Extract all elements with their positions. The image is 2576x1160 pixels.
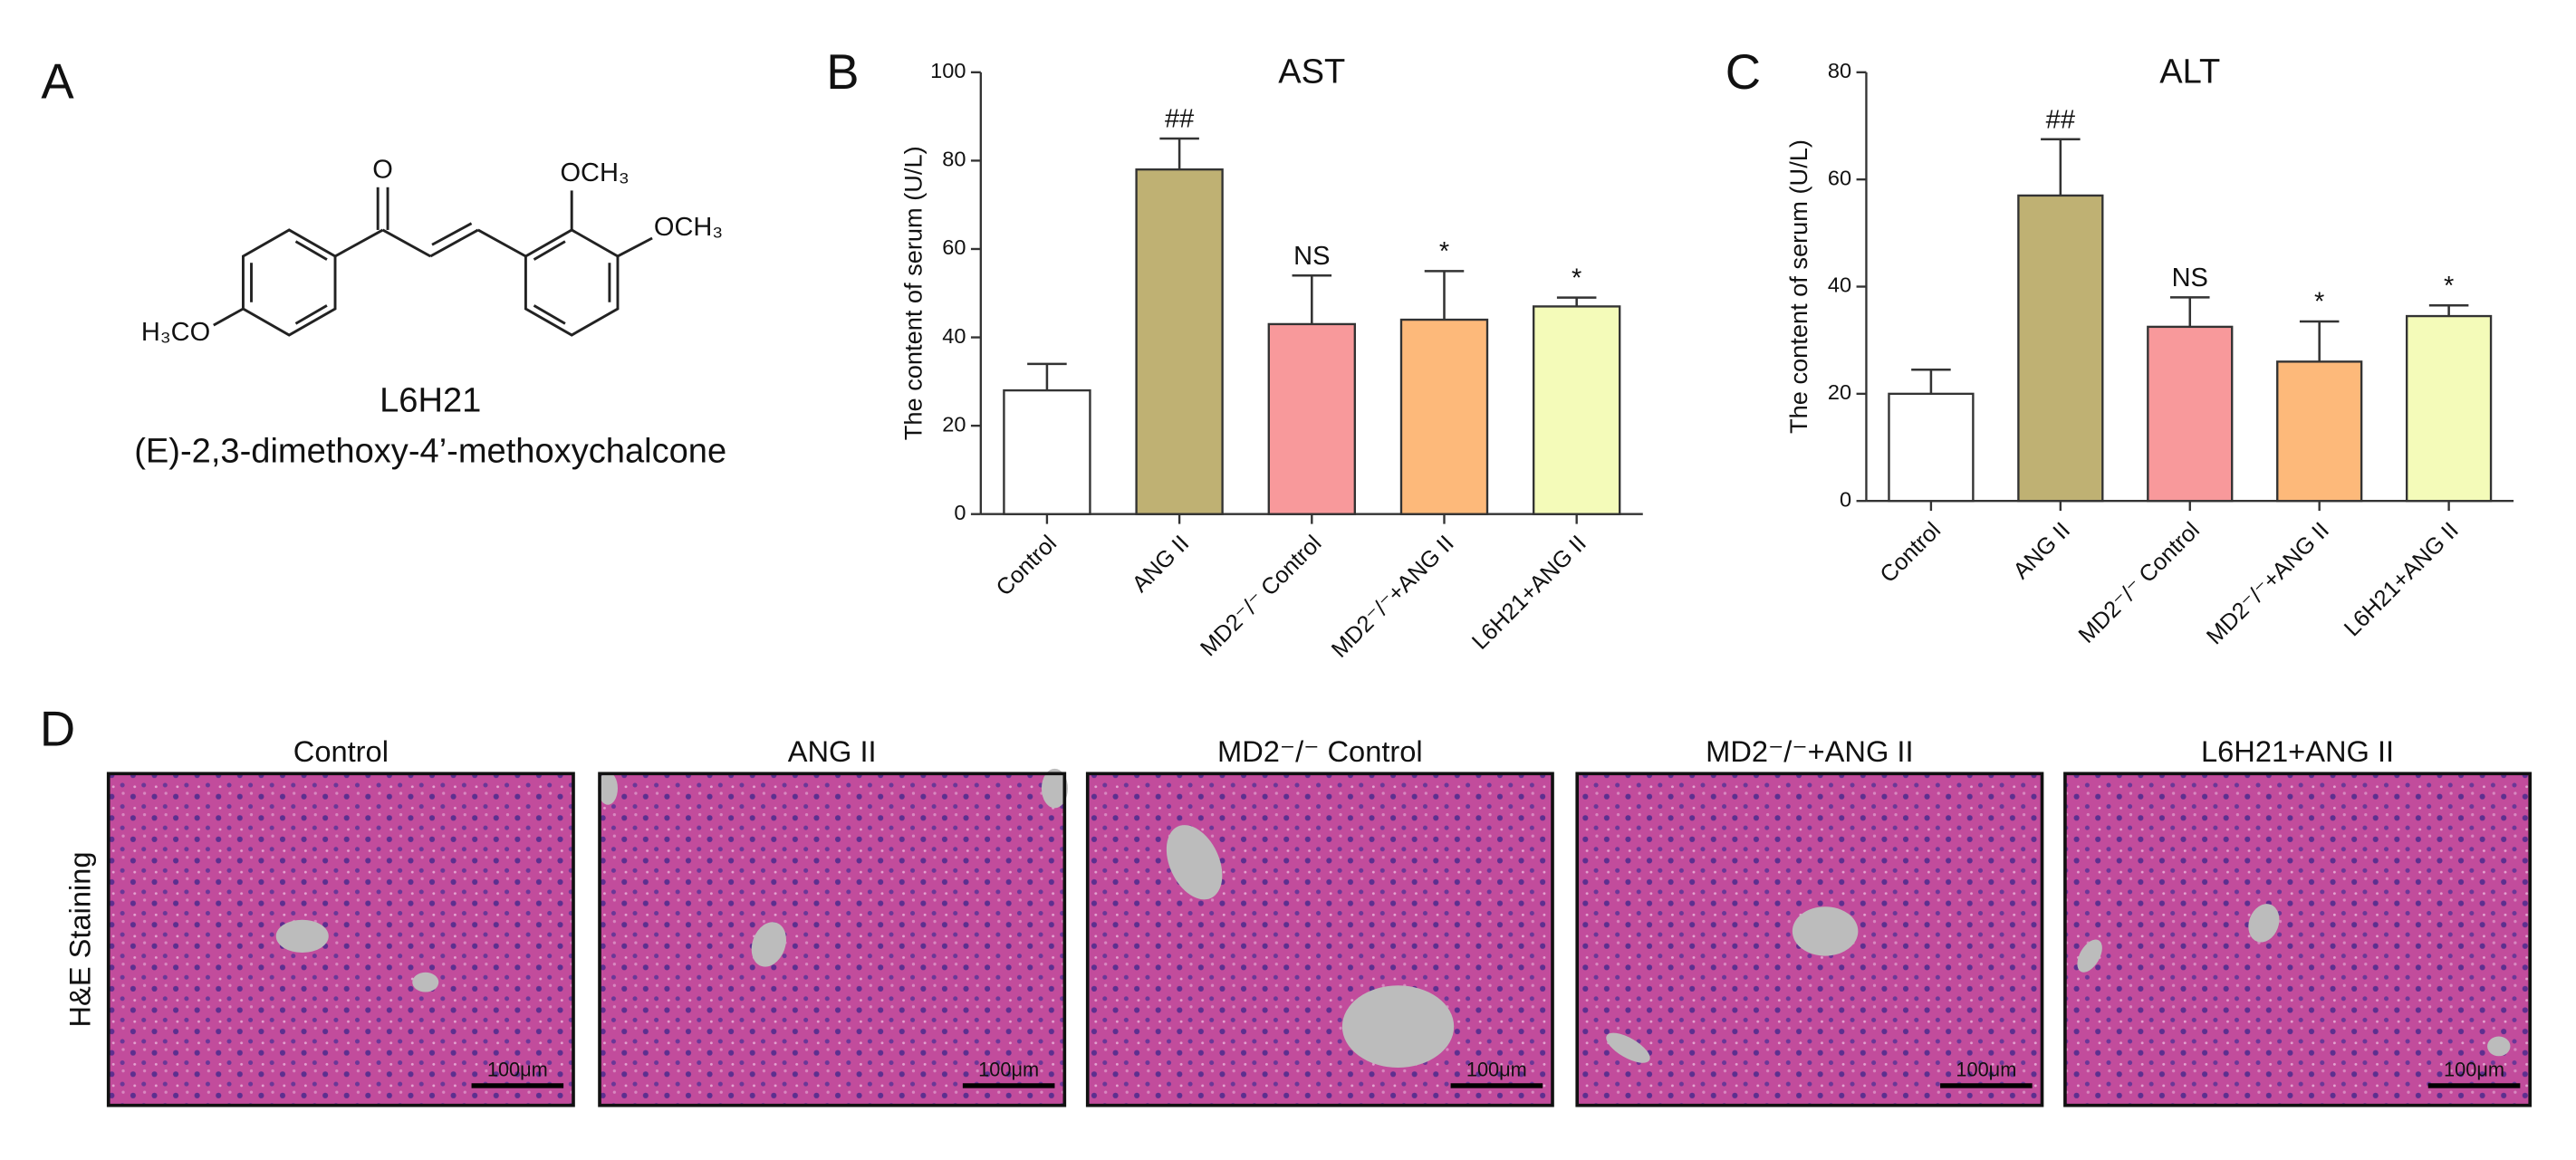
bar: [1532, 305, 1621, 515]
y-tick-label: 20: [942, 412, 966, 436]
significance-label: *: [2314, 288, 2324, 317]
scale-bar-label: 100μm: [1956, 1058, 2016, 1080]
panel-title: L6H21+ANG II: [2201, 734, 2394, 768]
bar: [1399, 318, 1489, 515]
bar-chart: ALT The content of serum (U/L) 0 20 40 60 80 Co…: [1784, 53, 2514, 649]
x-tick-label: MD2⁻/⁻+ANG II: [2202, 517, 2334, 649]
bar: [1003, 388, 1091, 515]
y-tick-label: 0: [1840, 487, 1851, 511]
chart-title: AST: [1278, 53, 1345, 91]
bar: [2276, 360, 2363, 503]
panel-title: MD2⁻/⁻+ANG II: [1706, 734, 1913, 768]
significance-label: ##: [1165, 105, 1194, 134]
bar: [1888, 392, 1975, 503]
group-label: OCH₃: [560, 158, 629, 187]
compound-label: L6H21: [380, 381, 481, 419]
group-label: H₃CO: [141, 318, 210, 347]
image-border: [1575, 772, 2044, 1107]
chemical-structure: O OCH₃ OCH₃ H₃CO L6H21 (E)-2,3-dimethoxy…: [134, 155, 726, 470]
panel-title: MD2⁻/⁻ Control: [1217, 734, 1423, 768]
y-axis-label: The content of serum (U/L): [1784, 139, 1812, 434]
panel-title: Control: [293, 734, 389, 768]
panel-label: D: [40, 701, 75, 756]
x-tick-label: ANG II: [1128, 531, 1195, 598]
y-tick-label: 20: [1828, 380, 1851, 404]
x-tick-label: Control: [1876, 517, 1946, 588]
vessel: [1792, 906, 1859, 956]
significance-label: ##: [2046, 106, 2075, 135]
panel-label: C: [1725, 44, 1761, 100]
image-border: [2063, 772, 2533, 1107]
y-tick-label: 80: [942, 148, 966, 171]
y-tick-label: 40: [942, 324, 966, 348]
significance-label: *: [1572, 264, 1581, 292]
image-border: [1085, 772, 1554, 1107]
scale-bar-label: 100μm: [487, 1058, 548, 1080]
panel-label: A: [41, 54, 74, 110]
y-tick-label: 0: [954, 501, 966, 524]
vessel: [1166, 825, 1223, 900]
x-tick-label: L6H21+ANG II: [1467, 531, 1591, 655]
x-tick-label: Control: [992, 531, 1062, 601]
bar: [2147, 325, 2234, 503]
y-axis-label: The content of serum (U/L): [899, 146, 927, 440]
bar: [2405, 314, 2493, 503]
vessel: [751, 922, 786, 967]
vessel: [275, 919, 329, 954]
bar: [1267, 322, 1356, 515]
vessel: [598, 772, 618, 805]
atom-label: O: [372, 155, 393, 184]
x-tick-label: MD2⁻/⁻ Control: [2074, 517, 2205, 647]
histology-image: [108, 773, 574, 1106]
histology-panels: Control 100μm ANG II 100μm MD2⁻/⁻ Control 100…: [106, 734, 2533, 1107]
image-border: [598, 772, 1067, 1107]
vessel: [1341, 985, 1455, 1068]
vessel: [2487, 1036, 2511, 1057]
panel-label: B: [826, 44, 859, 100]
significance-label: *: [1439, 237, 1449, 266]
vessel: [1041, 768, 1068, 809]
vessel: [1606, 1032, 1650, 1063]
compound-name: (E)-2,3-dimethoxy-4’-methoxychalcone: [134, 433, 726, 471]
y-tick-label: 80: [1828, 59, 1851, 82]
group-label: OCH₃: [654, 213, 723, 242]
scale-bar-label: 100μm: [1466, 1058, 1527, 1080]
significance-label: *: [2444, 272, 2454, 301]
panel-title: ANG II: [788, 734, 877, 768]
bar: [2017, 194, 2104, 503]
scale-bar-label: 100μm: [2444, 1058, 2504, 1080]
histology-image: [1087, 773, 1553, 1106]
bar: [1135, 168, 1224, 515]
vessel: [2077, 939, 2102, 973]
bar-chart: AST The content of serum (U/L) 0 20 40 60 80 10…: [899, 53, 1643, 663]
histology-image: [600, 773, 1065, 1106]
y-tick-label: 40: [1828, 273, 1851, 297]
x-tick-label: MD2⁻/⁻ Control: [1196, 531, 1326, 661]
chart-title: ALT: [2159, 53, 2220, 91]
scale-bar-label: 100μm: [978, 1058, 1039, 1080]
x-tick-label: MD2⁻/⁻+ANG II: [1327, 531, 1459, 663]
vessel: [412, 972, 439, 992]
y-tick-label: 60: [942, 235, 966, 259]
significance-label: NS: [1293, 242, 1330, 271]
significance-label: NS: [2172, 264, 2208, 292]
x-tick-label: L6H21+ANG II: [2340, 517, 2464, 641]
image-border: [106, 772, 575, 1107]
y-tick-label: 60: [1828, 166, 1851, 189]
row-label: H&E Staining: [62, 851, 96, 1027]
y-tick-label: 100: [930, 59, 966, 82]
vessel: [2248, 904, 2280, 943]
x-tick-label: ANG II: [2008, 517, 2075, 584]
histology-image: [2064, 773, 2531, 1106]
